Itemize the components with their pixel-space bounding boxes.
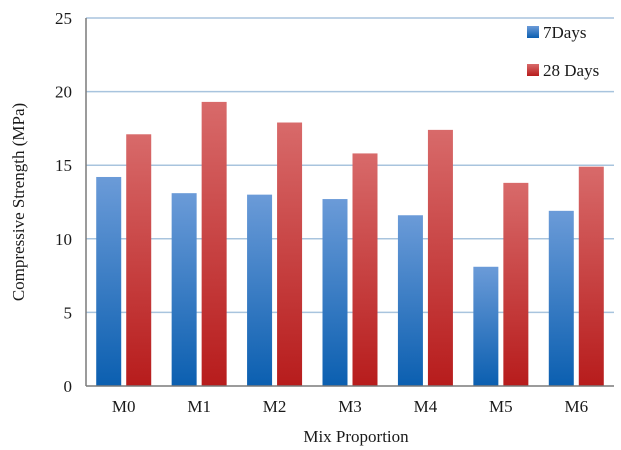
y-tick-label: 20 — [55, 83, 72, 102]
axes: 0 5 10 15 20 25 M0 M1 M2 M3 M4 M5 M6 — [55, 9, 614, 416]
bar-M3-28-days — [352, 153, 378, 386]
bar-M4-28-days — [427, 129, 453, 386]
bars — [96, 101, 604, 387]
x-tick-label: M2 — [263, 397, 287, 416]
legend-swatch-0 — [527, 26, 539, 38]
x-tick-label: M0 — [112, 397, 136, 416]
bar-M2-28-days — [277, 122, 303, 387]
bar-M6-7days — [548, 210, 574, 386]
bar-M0-28-days — [126, 134, 152, 386]
legend-swatch-1 — [527, 64, 539, 76]
bar-M1-7days — [171, 193, 197, 386]
gridlines — [86, 17, 614, 314]
legend-label: 7Days — [543, 23, 586, 42]
bar-M2-7days — [247, 194, 273, 386]
x-tick-label: M1 — [187, 397, 211, 416]
legend: 7Days 28 Days — [527, 23, 599, 80]
y-tick-label: 10 — [55, 230, 72, 249]
x-axis-title: Mix Proportion — [303, 427, 409, 446]
bar-M6-28-days — [578, 166, 604, 386]
y-tick-label: 15 — [55, 156, 72, 175]
y-tick-label: 0 — [64, 377, 73, 396]
y-axis-title: Compressive Strength (MPa) — [9, 103, 28, 301]
bar-M5-7days — [473, 266, 499, 386]
x-tick-label: M5 — [489, 397, 513, 416]
y-tick-label: 5 — [64, 303, 73, 322]
bar-M5-28-days — [503, 182, 529, 386]
x-tick-label: M3 — [338, 397, 362, 416]
y-tick-label: 25 — [55, 9, 72, 28]
bar-M0-7days — [96, 176, 122, 386]
x-tick-label: M6 — [564, 397, 588, 416]
x-tick-label: M4 — [414, 397, 438, 416]
bar-M3-7days — [322, 199, 348, 386]
bar-M1-28-days — [201, 101, 227, 387]
bar-M4-7days — [397, 215, 423, 386]
legend-label: 28 Days — [543, 61, 599, 80]
